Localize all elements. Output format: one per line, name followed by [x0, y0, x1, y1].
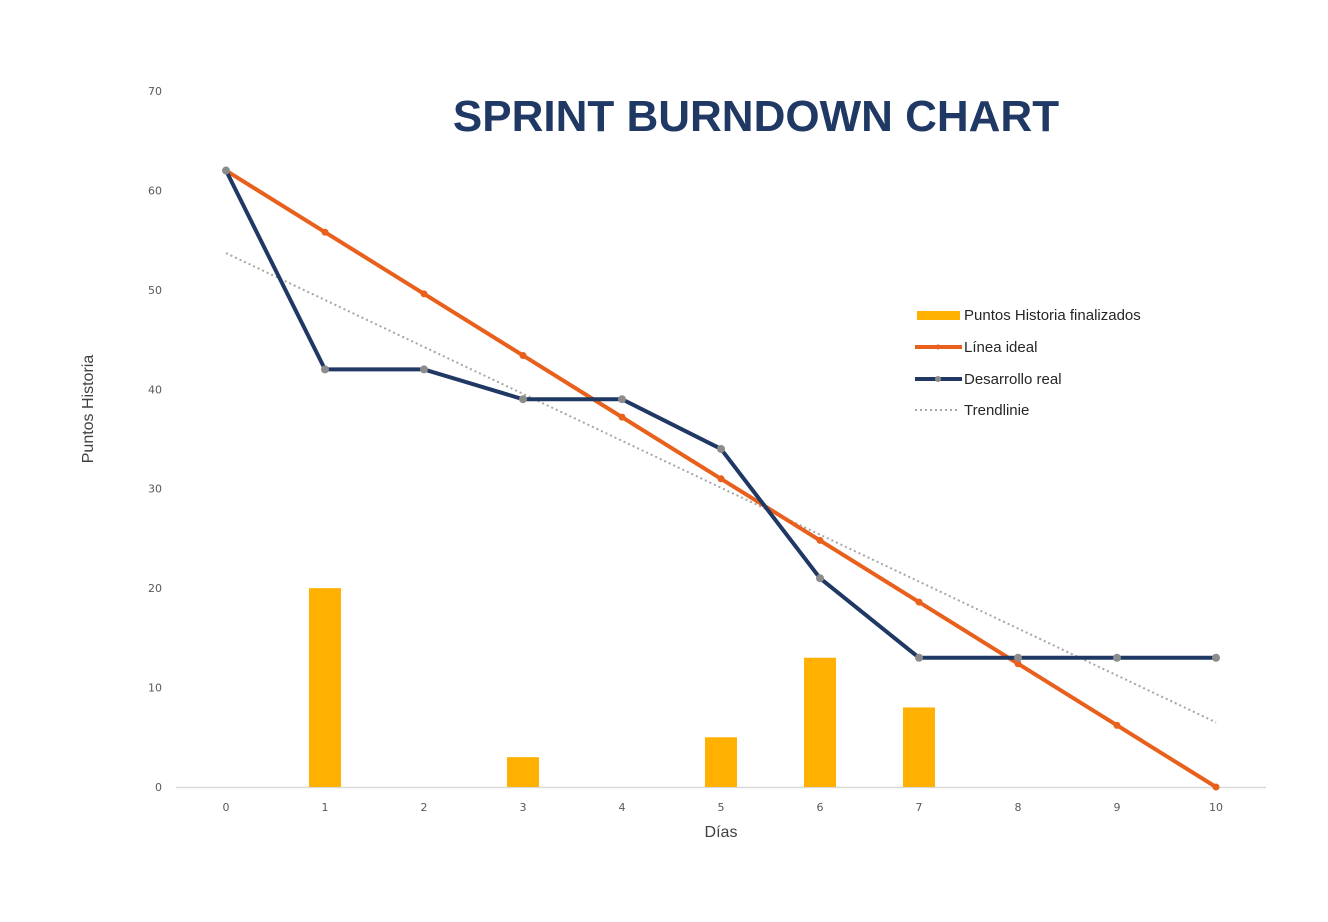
- bar: [903, 707, 935, 787]
- x-axis-label: Días: [705, 824, 738, 841]
- x-tick-label: 1: [322, 801, 329, 814]
- x-tick-label: 6: [817, 801, 824, 814]
- real-point-marker: [519, 395, 527, 404]
- y-tick-label: 0: [155, 781, 162, 794]
- real-point-marker: [915, 653, 923, 662]
- legend-item-trend: Trendlinie: [915, 402, 1029, 419]
- x-tick-label: 5: [718, 801, 725, 814]
- legend-label: Puntos Historia finalizados: [964, 307, 1141, 324]
- real-point-marker: [618, 395, 626, 404]
- ideal-point-marker: [1014, 660, 1022, 668]
- y-axis-ticks: 0 10 20 30 40 50 60 70: [148, 85, 162, 794]
- x-tick-label: 10: [1209, 801, 1223, 814]
- legend-item-ideal: Línea ideal: [915, 339, 1037, 356]
- x-tick-label: 8: [1015, 801, 1022, 814]
- chart-title: SPRINT BURNDOWN CHART: [453, 92, 1059, 141]
- ideal-point-marker: [618, 413, 626, 421]
- x-tick-label: 9: [1114, 801, 1121, 814]
- real-point-marker: [1113, 653, 1121, 662]
- y-tick-label: 30: [148, 483, 162, 496]
- ideal-point-marker: [717, 475, 725, 483]
- ideal-point-marker: [1113, 721, 1121, 729]
- real-point-marker: [420, 365, 428, 374]
- bar-series-puntos-historia: [309, 588, 935, 787]
- y-axis-label: Puntos Historia: [80, 355, 97, 464]
- legend-ideal-marker: [935, 344, 941, 350]
- y-tick-label: 50: [148, 284, 162, 297]
- real-point-marker: [1212, 653, 1220, 662]
- ideal-point-marker: [321, 228, 329, 236]
- y-tick-label: 20: [148, 582, 162, 595]
- x-tick-label: 4: [619, 801, 626, 814]
- real-line-markers: [222, 166, 1220, 662]
- real-point-marker: [816, 574, 824, 583]
- bar: [705, 737, 737, 787]
- y-tick-label: 70: [148, 85, 162, 98]
- legend-label: Desarrollo real: [964, 371, 1062, 388]
- x-tick-label: 2: [421, 801, 428, 814]
- ideal-point-marker: [420, 290, 428, 298]
- legend-item-bars: Puntos Historia finalizados: [917, 307, 1141, 324]
- x-tick-label: 0: [223, 801, 230, 814]
- bar: [804, 657, 836, 787]
- ideal-point-marker: [1212, 783, 1220, 791]
- real-point-marker: [222, 166, 230, 175]
- real-point-marker: [1014, 653, 1022, 662]
- x-axis-ticks: 0 1 2 3 4 5 6 7 8 9 10: [223, 801, 1224, 814]
- ideal-point-marker: [816, 536, 824, 544]
- real-point-marker: [321, 365, 329, 374]
- legend-label: Línea ideal: [964, 339, 1037, 356]
- y-tick-label: 10: [148, 682, 162, 695]
- legend-label: Trendlinie: [964, 402, 1029, 419]
- bar: [309, 588, 341, 787]
- y-tick-label: 60: [148, 184, 162, 197]
- y-tick-label: 40: [148, 383, 162, 396]
- legend: Puntos Historia finalizados Línea ideal …: [915, 307, 1141, 419]
- legend-real-marker: [935, 376, 941, 382]
- legend-bar-swatch: [917, 311, 960, 320]
- ideal-point-marker: [915, 598, 923, 606]
- legend-item-real: Desarrollo real: [915, 371, 1062, 388]
- real-point-marker: [717, 444, 725, 453]
- x-tick-label: 3: [520, 801, 527, 814]
- x-tick-label: 7: [916, 801, 923, 814]
- ideal-point-marker: [519, 351, 527, 359]
- bar: [507, 757, 539, 787]
